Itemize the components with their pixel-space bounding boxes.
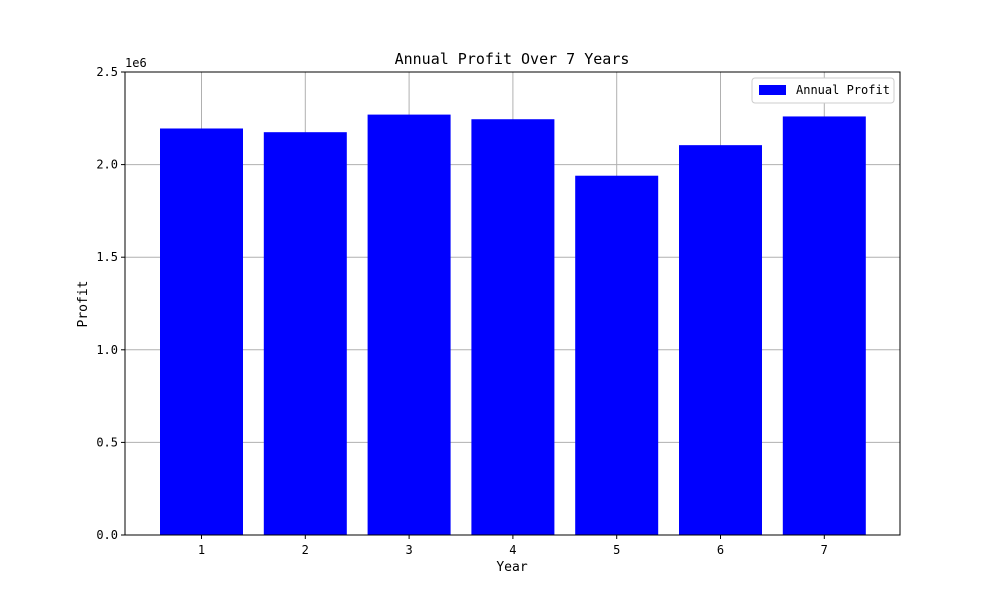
y-tick-label: 2.0 [96,158,118,172]
y-tick-label: 1.5 [96,250,118,264]
x-tick-label: 5 [613,543,620,557]
legend-swatch [759,85,786,95]
legend-label: Annual Profit [796,83,890,97]
bars-layer [160,114,866,536]
y-axis-offset-label: 1e6 [125,56,147,70]
x-tick-label: 7 [821,543,828,557]
y-tick-label: 0.5 [96,435,118,449]
legend: Annual Profit [751,77,895,104]
x-axis-label: Year [496,560,527,575]
bar [782,116,866,535]
y-tick-label: 2.5 [96,65,118,79]
bar [679,145,762,536]
x-tick-label: 6 [717,543,724,557]
ticks-layer: 0.0 0.5 1.0 1.5 2.0 2.5 1 2 3 4 5 6 7 [96,65,828,557]
x-tick-label: 3 [405,543,412,557]
bar [575,175,659,535]
bar [367,114,451,535]
chart-title: Annual Profit Over 7 Years [395,50,630,68]
bar [160,128,243,535]
x-tick-label: 2 [302,543,309,557]
y-tick-label: 1.0 [96,343,118,357]
x-tick-label: 1 [198,543,205,557]
y-axis-label: Profit [76,281,91,328]
bar [263,132,347,535]
legend-frame [751,77,895,104]
x-tick-label: 4 [509,543,516,557]
y-tick-label: 0.0 [96,528,118,542]
bar [471,119,555,535]
